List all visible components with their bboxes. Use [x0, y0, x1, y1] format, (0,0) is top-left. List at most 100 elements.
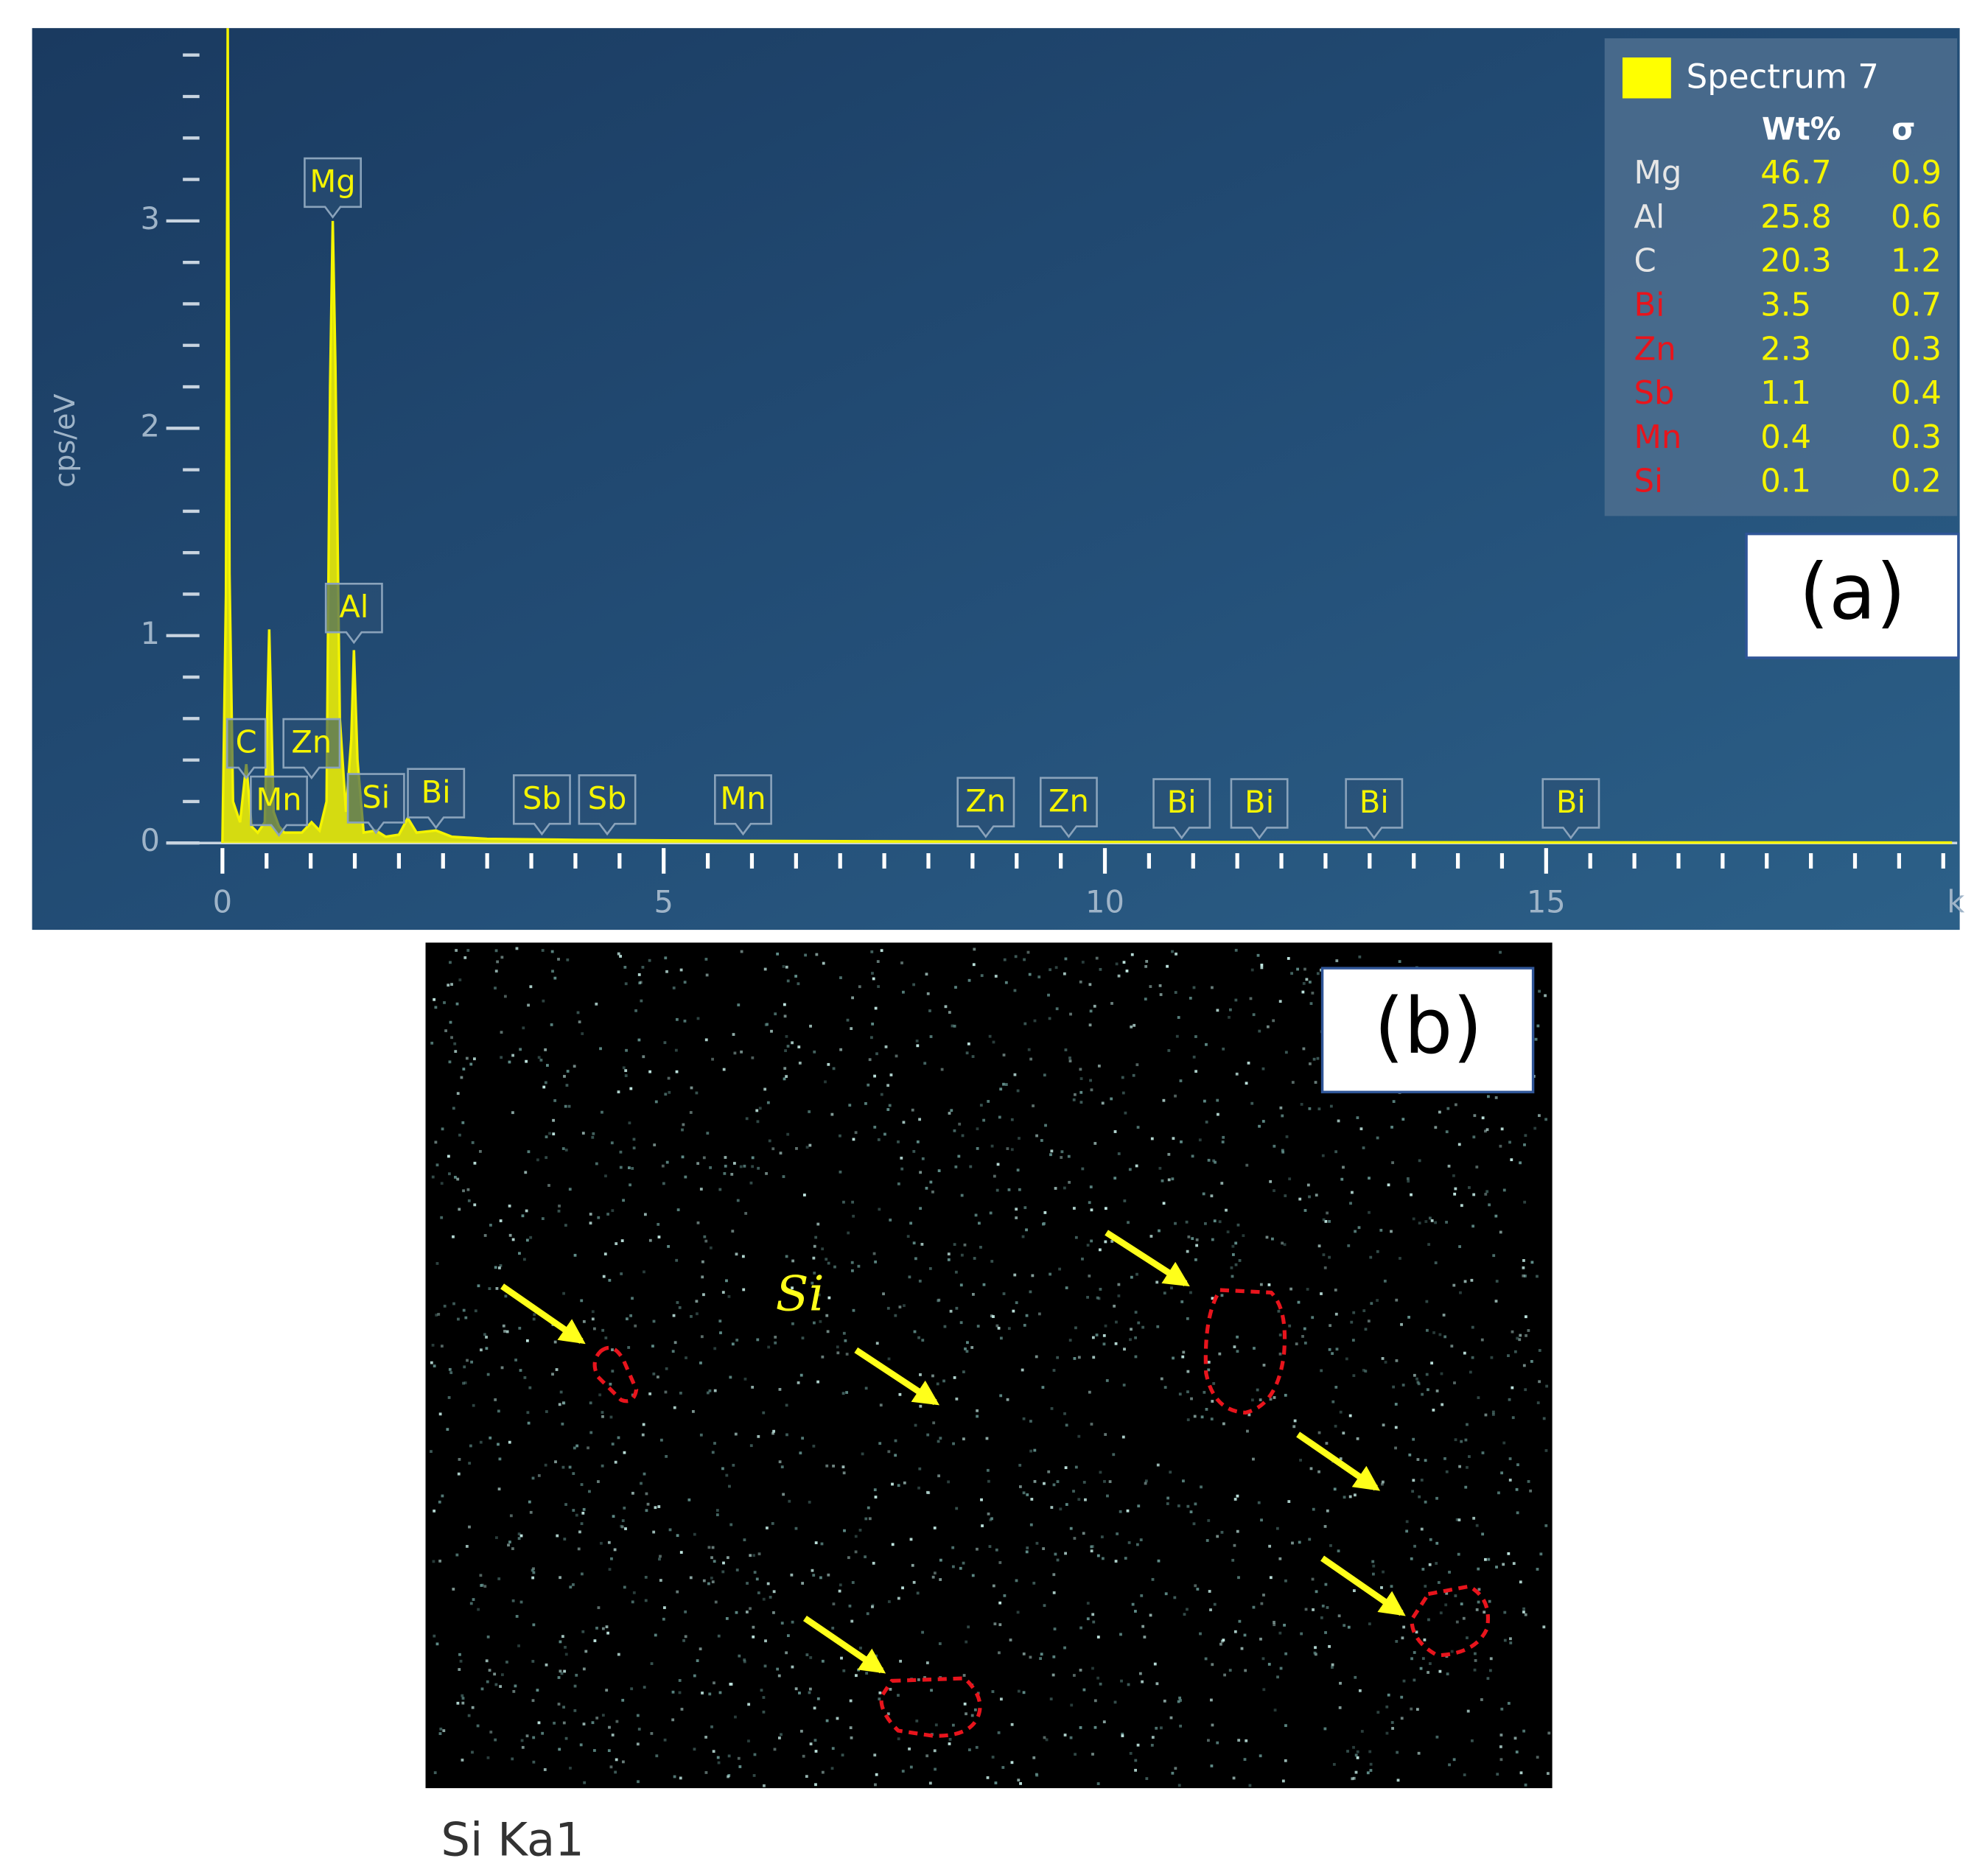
map-dot	[511, 1547, 514, 1550]
x-tick-label: 5	[654, 883, 673, 919]
map-dot	[913, 1330, 917, 1333]
map-dot	[494, 949, 498, 953]
map-dot	[850, 1736, 853, 1739]
map-dot	[1261, 1657, 1265, 1661]
map-dot	[667, 1244, 670, 1248]
map-dot	[1088, 1201, 1091, 1205]
map-dot	[1303, 1209, 1307, 1212]
map-dot	[825, 1314, 829, 1317]
map-dot	[987, 1479, 990, 1483]
map-dot	[601, 1415, 604, 1418]
map-dot	[762, 1411, 766, 1415]
map-dot	[953, 1243, 956, 1247]
map-dot	[751, 1056, 755, 1059]
map-dot	[1052, 1573, 1056, 1577]
map-dot	[894, 1439, 897, 1443]
map-dot	[1231, 1558, 1235, 1562]
map-dot	[564, 1736, 568, 1740]
map-dot	[1508, 1479, 1512, 1482]
map-dot	[909, 1538, 913, 1541]
map-dot	[953, 1024, 956, 1028]
map-dot	[908, 1747, 911, 1750]
map-dot	[1099, 1471, 1102, 1474]
map-dot	[662, 1182, 665, 1185]
map-dot	[474, 1309, 477, 1313]
map-dot	[951, 1723, 955, 1727]
map-dot	[1031, 1274, 1035, 1278]
map-dot	[1121, 1732, 1124, 1736]
map-dot	[1351, 1191, 1354, 1194]
map-dot	[936, 1382, 939, 1386]
map-dot	[541, 1731, 545, 1735]
map-dot	[589, 1401, 592, 1405]
map-dot	[575, 1444, 579, 1448]
map-dot	[1326, 1606, 1329, 1609]
map-dot	[1010, 1722, 1014, 1726]
map-dot	[1352, 1311, 1356, 1314]
map-dot	[657, 1236, 661, 1238]
map-dot	[468, 1462, 472, 1465]
map-dot	[1069, 1012, 1072, 1016]
map-dot	[1470, 1278, 1474, 1282]
map-dot	[757, 1166, 760, 1170]
map-dot	[1134, 1355, 1138, 1359]
map-dot	[512, 1689, 516, 1693]
map-dot	[926, 1433, 930, 1437]
map-dot	[839, 1134, 841, 1138]
map-dot	[1049, 1272, 1052, 1276]
map-dot	[1015, 1301, 1018, 1305]
map-dot	[620, 1525, 624, 1529]
map-dot	[1358, 955, 1362, 958]
map-dot	[746, 1582, 749, 1585]
map-dot	[772, 1590, 776, 1594]
map-dot	[1326, 1211, 1329, 1215]
map-dot	[696, 1312, 699, 1316]
map-dot	[1546, 1772, 1550, 1776]
map-dot	[1283, 1243, 1287, 1247]
map-dot	[827, 1296, 831, 1300]
map-dot	[438, 1559, 442, 1563]
map-dot	[1222, 1047, 1225, 1051]
map-dot	[508, 1233, 512, 1237]
map-dot	[816, 1222, 820, 1226]
map-dot	[1079, 1669, 1082, 1672]
map-dot	[575, 1673, 578, 1677]
map-dot	[710, 1556, 713, 1560]
peak-label-text: Bi	[421, 774, 451, 810]
map-dot	[595, 1162, 598, 1166]
map-dot	[1130, 1025, 1133, 1028]
map-dot	[979, 1246, 982, 1249]
legend-sigma: 0.4	[1891, 375, 1942, 412]
map-dot	[1068, 1339, 1072, 1342]
map-dot	[1105, 1378, 1109, 1382]
map-dot	[1432, 1331, 1435, 1334]
map-dot	[1155, 1682, 1159, 1686]
map-dot	[992, 1040, 995, 1044]
map-dot	[1250, 1101, 1254, 1105]
map-dot	[1364, 1370, 1368, 1373]
map-dot	[673, 1775, 676, 1778]
map-dot	[1130, 1275, 1133, 1279]
map-dot	[715, 1513, 719, 1517]
map-dot	[749, 1554, 752, 1557]
map-dot	[850, 1619, 854, 1623]
map-dot	[1529, 1489, 1533, 1493]
map-dot	[1332, 1762, 1336, 1766]
map-dot	[673, 1341, 677, 1345]
map-dot	[897, 1484, 900, 1487]
map-dot	[950, 1109, 953, 1112]
map-dot	[901, 1586, 904, 1590]
map-dot	[1141, 1325, 1145, 1329]
map-dot	[1069, 1527, 1073, 1530]
map-dot	[1236, 1494, 1239, 1498]
map-dot	[785, 1255, 788, 1258]
map-dot	[1430, 1361, 1434, 1365]
map-dot	[632, 1146, 636, 1150]
map-dot	[664, 1093, 668, 1096]
map-dot	[776, 952, 780, 956]
map-dot	[760, 1689, 763, 1692]
map-dot	[812, 1444, 816, 1448]
map-dot	[1315, 1194, 1318, 1197]
map-dot	[757, 1434, 760, 1438]
map-dot	[1195, 1238, 1199, 1241]
